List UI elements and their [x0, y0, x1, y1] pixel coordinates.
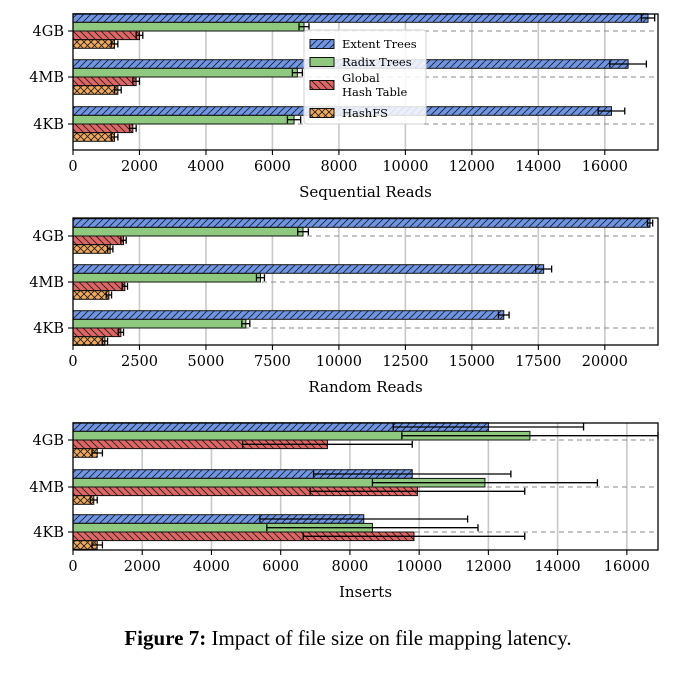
bar-radix-trees-4kb	[72, 318, 247, 329]
bar-radix-trees-4gb	[72, 226, 304, 237]
x-tick-label: 8000	[320, 159, 357, 175]
x-tick-label: 17500	[515, 354, 561, 370]
chart-panel-sequential-reads: 0 2000 4000 6000 8000 10000 12000 14000 16000 4KB…	[29, 13, 659, 201]
x-tick-label: 7500	[254, 354, 291, 370]
figure-caption-label: Figure 7:	[124, 626, 207, 650]
x-tick-label: 12000	[465, 559, 511, 575]
bar-global-hash-table-4kb	[72, 123, 134, 134]
x-tick-label: 2000	[121, 159, 158, 175]
x-tick-label: 10000	[396, 559, 442, 575]
x-tick-label: 15000	[449, 354, 495, 370]
x-tick-label: 2000	[124, 559, 161, 575]
chart-panel-random-reads: 0 2500 5000 7500 10000 12500 15000 17500 20000 4K…	[29, 217, 659, 396]
legend-box	[303, 29, 427, 125]
bar-extent-trees-4mb	[72, 264, 545, 274]
x-axis-label: Inserts	[339, 583, 392, 601]
x-tick-label: 5000	[188, 354, 225, 370]
x-tick-label: 10000	[382, 159, 428, 175]
x-tick-label: 6000	[262, 559, 299, 575]
bar-extent-trees-4kb	[72, 310, 505, 320]
x-tick-label: 16000	[582, 159, 628, 175]
y-tick-label: 4KB	[33, 525, 64, 541]
bar-hashfs-4gb	[72, 244, 111, 254]
bar-radix-trees-4kb	[72, 114, 295, 125]
x-tick-label: 8000	[331, 559, 368, 575]
x-axis-label: Random Reads	[308, 378, 422, 396]
bar-hashfs-4gb	[72, 39, 116, 49]
y-tick-label: 4MB	[29, 275, 64, 291]
x-axis-label: Sequential Reads	[299, 183, 432, 201]
y-tick-label: 4KB	[33, 117, 64, 133]
y-tick-label: 4MB	[29, 480, 64, 496]
bar-global-hash-table-4gb	[72, 235, 125, 246]
bar-global-hash-table-4kb	[72, 327, 122, 338]
y-tick-label: 4GB	[33, 24, 64, 40]
y-tick-label: 4GB	[33, 229, 64, 245]
legend: Extent Trees Radix Trees Global Hash Table H…	[303, 29, 427, 125]
y-tick-label: 4MB	[29, 70, 64, 86]
x-tick-label: 12000	[449, 159, 495, 175]
bar-extent-trees-4gb	[72, 13, 649, 23]
plot-frame	[72, 13, 659, 151]
legend-swatch-hashfs	[309, 108, 335, 118]
x-tick-label: 14000	[535, 559, 581, 575]
x-tick-label: 2500	[121, 354, 158, 370]
x-tick-label: 0	[68, 159, 77, 175]
x-tick-label: 0	[68, 354, 77, 370]
x-tick-label: 16000	[604, 559, 650, 575]
legend-label-hashfs: HashFS	[342, 106, 388, 120]
figure-caption-text: Impact of file size on file mapping late…	[211, 626, 572, 650]
bar-radix-trees-4mb	[72, 272, 261, 283]
bar-extent-trees-4gb	[72, 218, 651, 228]
legend-label-extent-trees: Extent Trees	[342, 37, 417, 51]
y-tick-label: 4KB	[33, 321, 64, 337]
x-tick-label: 4000	[188, 159, 225, 175]
x-tick-label: 0	[68, 559, 77, 575]
legend-swatch-global-hash-table	[309, 80, 335, 90]
figure-caption: Figure 7: Impact of file size on file ma…	[0, 626, 696, 651]
chart-panel-inserts: 0 2000 4000 6000 8000 10000 12000 14000 16000 4KB…	[29, 422, 659, 601]
x-tick-label: 6000	[254, 159, 291, 175]
legend-swatch-extent-trees	[309, 39, 335, 49]
x-tick-label: 4000	[193, 559, 230, 575]
bar-global-hash-table-4mb	[72, 76, 137, 87]
bar-radix-trees-4mb	[72, 67, 298, 78]
legend-swatch-radix-trees	[309, 57, 335, 67]
bar-hashfs-4kb	[72, 132, 116, 142]
legend-label-radix-trees: Radix Trees	[342, 55, 412, 69]
bar-hashfs-4mb	[72, 290, 110, 300]
x-tick-label: 14000	[515, 159, 561, 175]
x-tick-label: 12500	[382, 354, 428, 370]
bar-hashfs-4kb	[72, 336, 106, 346]
x-tick-label: 20000	[582, 354, 628, 370]
bar-radix-trees-4gb	[72, 21, 305, 32]
bar-global-hash-table-4mb	[72, 281, 126, 292]
legend-label-global-hash-table: Global Hash Table	[342, 71, 408, 99]
x-tick-label: 10000	[316, 354, 362, 370]
figure: 0 2000 4000 6000 8000 10000 12000 14000 16000 4KB…	[29, 13, 659, 601]
y-tick-label: 4GB	[33, 433, 64, 449]
bar-hashfs-4mb	[72, 85, 119, 95]
bar-global-hash-table-4gb	[72, 30, 140, 41]
